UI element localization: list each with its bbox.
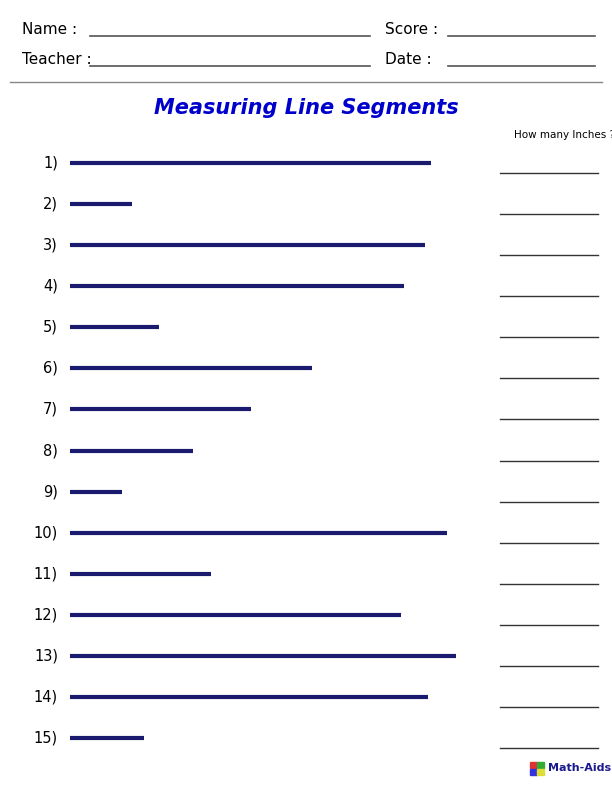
Text: Measuring Line Segments: Measuring Line Segments bbox=[154, 98, 458, 118]
Text: 5): 5) bbox=[43, 320, 58, 335]
Text: How many Inches ?: How many Inches ? bbox=[515, 130, 612, 140]
Bar bbox=[537, 761, 543, 768]
Text: 1): 1) bbox=[43, 155, 58, 170]
Text: 14): 14) bbox=[34, 689, 58, 704]
Text: 11): 11) bbox=[34, 566, 58, 581]
Text: 10): 10) bbox=[34, 525, 58, 540]
Text: Score :: Score : bbox=[385, 22, 438, 37]
Text: 12): 12) bbox=[34, 607, 58, 623]
Text: 9): 9) bbox=[43, 484, 58, 499]
Text: 6): 6) bbox=[43, 361, 58, 376]
Text: 3): 3) bbox=[43, 238, 58, 253]
Bar bbox=[530, 761, 537, 768]
Text: Math-Aids.Com: Math-Aids.Com bbox=[548, 763, 612, 773]
Text: 7): 7) bbox=[43, 402, 58, 417]
Bar bbox=[537, 768, 543, 775]
Text: 2): 2) bbox=[43, 196, 58, 211]
Text: 8): 8) bbox=[43, 443, 58, 458]
Text: Teacher :: Teacher : bbox=[22, 52, 92, 67]
Text: Date :: Date : bbox=[385, 52, 431, 67]
Text: 15): 15) bbox=[34, 730, 58, 745]
Text: Name :: Name : bbox=[22, 22, 77, 37]
Text: 4): 4) bbox=[43, 279, 58, 294]
Text: 13): 13) bbox=[34, 649, 58, 664]
Bar bbox=[530, 768, 537, 775]
